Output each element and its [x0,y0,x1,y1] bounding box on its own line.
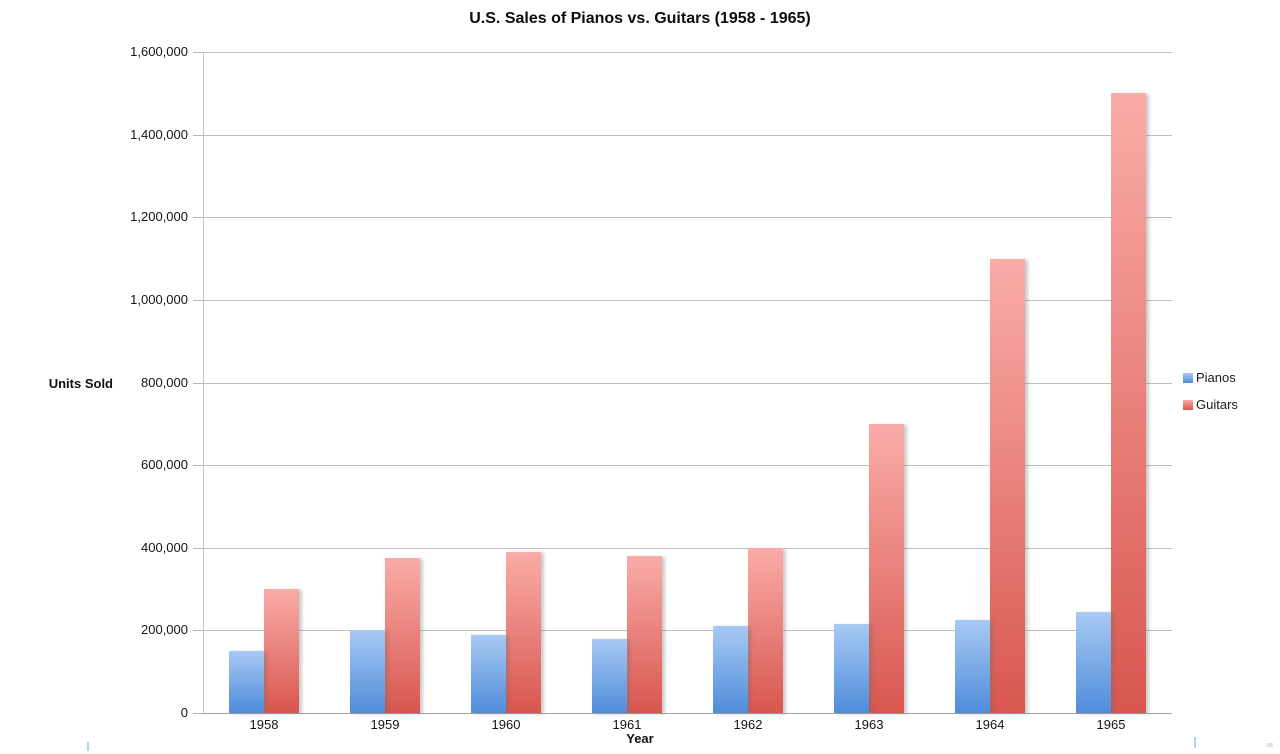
gridline [203,135,1172,136]
x-tick-label-1963: 1963 [854,717,884,732]
bar-guitars-1960 [506,552,541,713]
legend-swatch-pianos [1183,372,1193,383]
gridline [203,383,1172,384]
bar-pianos-1964 [955,620,990,713]
y-tick-mark [193,713,203,714]
legend-label: Pianos [1196,370,1236,385]
bar-guitars-1963 [869,424,904,713]
gridline [203,630,1172,631]
y-tick-mark [193,383,203,384]
bar-guitars-1961 [627,556,662,713]
y-tick-mark [193,300,203,301]
chart-title: U.S. Sales of Pianos vs. Guitars (1958 -… [469,10,811,27]
x-tick-label-1962: 1962 [733,717,763,732]
y-axis-line [203,52,204,713]
bar-guitars-1958 [264,589,299,713]
bar-pianos-1965 [1076,612,1111,713]
gridline [203,300,1172,301]
gridline [203,217,1172,218]
x-tick-label-1965: 1965 [1096,717,1126,732]
y-tick-label: 0 [180,705,188,720]
bar-guitars-1964 [990,259,1025,713]
bar-pianos-1960 [471,635,506,713]
y-tick-mark [193,217,203,218]
bar-pianos-1962 [713,626,748,713]
y-tick-label: 600,000 [141,457,188,472]
y-tick-label: 200,000 [141,622,188,637]
x-axis-title: Year [626,731,654,746]
selection-handle-artifact-right [1194,737,1196,748]
y-tick-mark [193,465,203,466]
y-tick-label: 400,000 [141,540,188,555]
legend-label: Guitars [1196,397,1238,412]
bar-pianos-1958 [229,651,264,713]
y-tick-label: 1,000,000 [130,292,188,307]
gridline [203,548,1172,549]
y-tick-mark [193,52,203,53]
y-tick-label: 1,200,000 [130,209,188,224]
bar-guitars-1965 [1111,93,1146,713]
y-tick-label: 800,000 [141,375,188,390]
y-axis-title: Units Sold [48,376,113,391]
gridline [203,52,1172,53]
legend-item-guitars: Guitars [1183,397,1238,412]
bar-guitars-1962 [748,548,783,713]
selection-handle-artifact-left [87,742,89,751]
bar-guitars-1959 [385,558,420,713]
y-tick-mark [193,548,203,549]
bar-pianos-1963 [834,624,869,713]
y-tick-mark [193,630,203,631]
x-tick-label-1961: 1961 [612,717,642,732]
gridline [203,465,1172,466]
x-tick-label-1959: 1959 [370,717,400,732]
x-tick-label-1960: 1960 [491,717,521,732]
x-tick-label-1958: 1958 [249,717,279,732]
y-tick-mark [193,135,203,136]
y-tick-label: 1,600,000 [130,44,188,59]
legend-swatch-guitars [1183,399,1193,410]
y-tick-label: 1,400,000 [130,127,188,142]
bar-pianos-1959 [350,630,385,713]
corner-artifact [1267,743,1273,747]
legend: Pianos Guitars [1183,370,1238,424]
x-tick-label-1964: 1964 [975,717,1005,732]
x-axis-baseline [203,713,1172,714]
legend-item-pianos: Pianos [1183,370,1238,385]
bar-pianos-1961 [592,639,627,713]
